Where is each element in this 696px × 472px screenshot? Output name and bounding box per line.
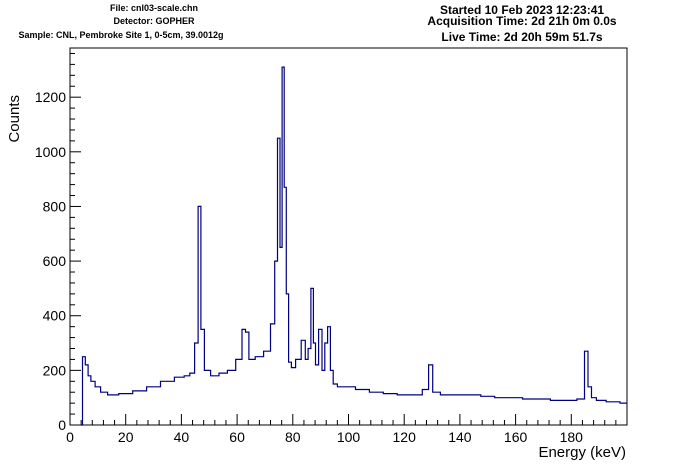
started-label: Started 10 Feb 2023 12:23:41	[439, 3, 605, 17]
x-tick-label: 60	[229, 429, 245, 445]
y-tick-label: 1200	[35, 89, 66, 105]
plot-frame	[69, 47, 628, 426]
sample-label: Sample: CNL, Pembroke Site 1, 0-5cm, 39.…	[18, 30, 224, 40]
x-tick-label: 0	[66, 429, 74, 445]
detector-label: Detector: GOPHER	[113, 16, 195, 26]
y-tick-label: 800	[43, 198, 67, 214]
y-tick-label: 1000	[35, 144, 66, 160]
y-axis-title: Counts	[6, 95, 23, 143]
file-label: File: cnl03-scale.chn	[109, 3, 199, 13]
x-axis-title: Energy (keV)	[538, 444, 626, 461]
y-axis: 0 200 400 600 800 1000 1200	[35, 52, 81, 433]
y-tick-label: 600	[43, 253, 67, 269]
x-tick-label: 120	[393, 429, 417, 445]
x-tick-label: 160	[504, 429, 528, 445]
y-tick-label: 400	[43, 308, 67, 324]
x-tick-label: 100	[337, 429, 361, 445]
live-time-label: Live Time: 2d 20h 59m 51.7s	[441, 30, 603, 44]
spectrum-line	[81, 66, 627, 426]
x-tick-label: 140	[448, 429, 472, 445]
x-tick-label: 40	[174, 429, 190, 445]
y-tick-label: 200	[43, 362, 67, 378]
x-tick-label: 180	[560, 429, 584, 445]
y-tick-label: 0	[58, 417, 66, 433]
x-axis: 0 20 40 60 80 100 120 140 160 180	[66, 414, 628, 445]
x-tick-label: 20	[118, 429, 134, 445]
acquisition-time-label: Acquisition Time: 2d 21h 0m 0.0s	[427, 14, 617, 28]
x-tick-label: 80	[285, 429, 301, 445]
